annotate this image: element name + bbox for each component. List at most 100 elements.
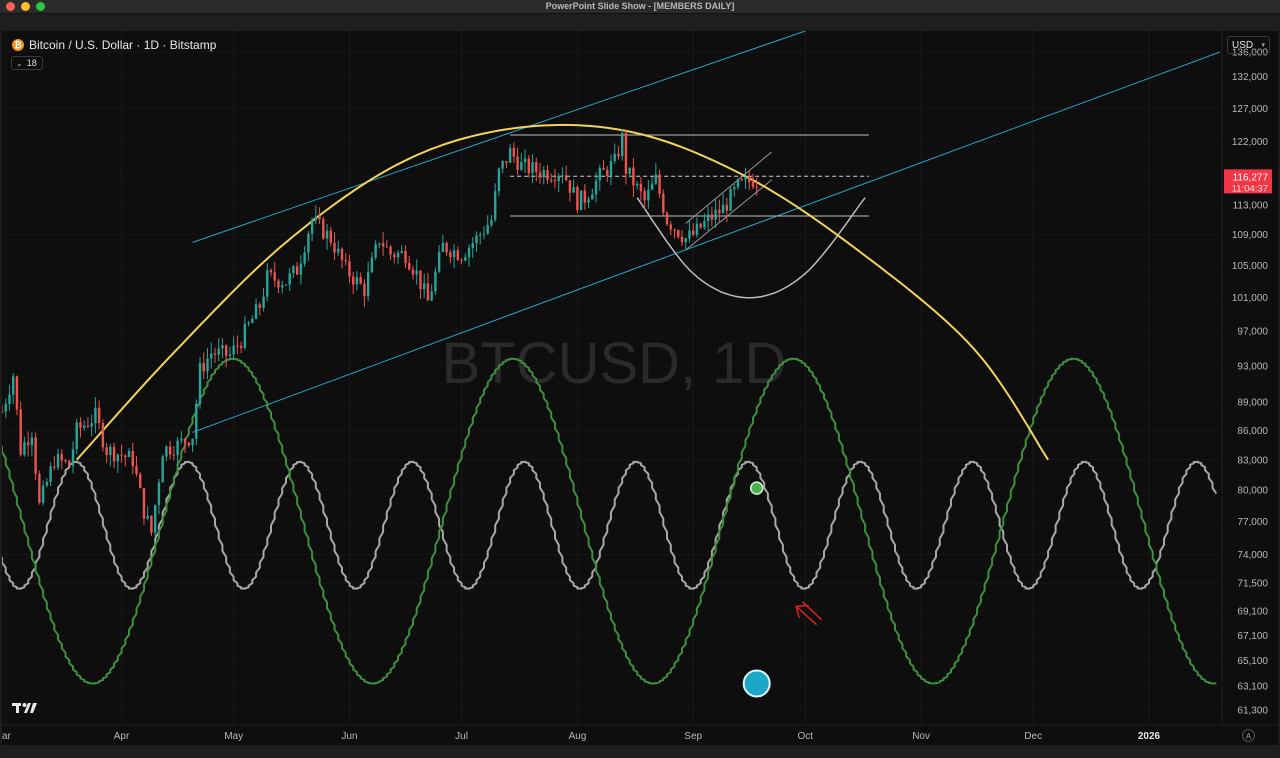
candle-body	[71, 449, 75, 466]
candle	[624, 129, 628, 185]
candle	[437, 245, 441, 274]
candle-body	[64, 460, 67, 462]
candle-body	[38, 473, 41, 503]
candle-body	[146, 515, 149, 519]
candle-body	[8, 394, 11, 404]
candle	[172, 445, 176, 461]
candle-body	[15, 376, 19, 410]
time-tick-label: Oct	[798, 731, 814, 742]
candle	[228, 346, 232, 361]
candle-body	[30, 437, 34, 446]
fullscreen-window-button[interactable]	[36, 2, 45, 11]
close-window-button[interactable]	[6, 2, 15, 11]
candle	[497, 167, 501, 197]
candle	[79, 417, 82, 438]
candle-body	[415, 270, 418, 275]
minimize-window-button[interactable]	[21, 2, 30, 11]
auto-scale-button[interactable]: A	[1242, 729, 1255, 742]
candle	[157, 478, 161, 515]
indicator-count: 18	[26, 58, 37, 68]
candle-body	[337, 248, 340, 253]
tradingview-logo-icon[interactable]	[12, 701, 38, 715]
candle	[523, 149, 527, 173]
candle-body	[419, 270, 422, 290]
price-tick-label: 127,000	[1232, 104, 1269, 115]
candle-body	[120, 454, 123, 456]
window-title: PowerPoint Slide Show - [MEMBERS DAILY]	[545, 1, 735, 11]
candle-body	[310, 219, 314, 234]
candle	[236, 335, 239, 355]
candle	[112, 442, 116, 469]
candle-body	[669, 224, 672, 230]
candle	[105, 442, 108, 464]
candle-body	[751, 182, 755, 188]
candle	[49, 462, 52, 486]
candle-body	[161, 456, 164, 483]
candle-body	[490, 219, 493, 226]
candle-body	[632, 167, 635, 186]
candle	[490, 214, 493, 228]
candle	[508, 144, 512, 164]
candle-body	[329, 230, 332, 243]
candle-body	[733, 187, 736, 190]
price-tick-label: 74,000	[1237, 550, 1268, 561]
candle-body	[718, 209, 721, 214]
candle-body	[366, 272, 370, 297]
candle	[695, 217, 699, 238]
candle-body	[127, 450, 131, 458]
candle-body	[45, 481, 49, 486]
candle	[613, 143, 616, 164]
candle	[714, 199, 717, 228]
candle	[254, 298, 258, 320]
candle-body	[97, 407, 101, 423]
candle-body	[307, 233, 310, 253]
candle-body	[740, 179, 743, 181]
candle	[751, 173, 755, 190]
price-tick-label: 136,000	[1232, 47, 1269, 58]
candle-body	[333, 242, 336, 253]
candle-body	[90, 423, 93, 427]
candle-body	[288, 273, 291, 285]
candle-body	[572, 186, 575, 193]
candle-body	[195, 403, 198, 439]
candle-body	[568, 180, 572, 193]
candle	[247, 320, 250, 327]
candle-body	[404, 250, 407, 264]
price-chart[interactable]: BTCUSD, 1D 136,000 132,000 127,000 122,000 11…	[2, 31, 1278, 745]
candle-body	[75, 422, 78, 450]
candle-body	[628, 167, 631, 174]
price-tick-label: 65,100	[1237, 656, 1268, 667]
candle	[531, 154, 534, 184]
candle-body	[381, 243, 385, 247]
candle-body	[352, 276, 355, 285]
candle	[116, 453, 120, 473]
candle	[553, 168, 557, 189]
candle-body	[467, 247, 471, 258]
candle	[258, 302, 261, 316]
candle	[45, 478, 49, 488]
candle	[550, 173, 553, 183]
candle-body	[602, 168, 605, 170]
candle-body	[706, 214, 710, 221]
candle	[153, 504, 157, 537]
candle	[277, 278, 280, 294]
time-tick-label: Apr	[114, 731, 130, 742]
mini-channel-upper	[685, 151, 772, 224]
candle	[718, 199, 721, 222]
candle	[355, 271, 359, 291]
candle-body	[213, 353, 217, 355]
candle-body	[258, 304, 261, 308]
candle	[213, 347, 217, 363]
candle	[471, 237, 474, 259]
candle-body	[49, 466, 52, 482]
currency-select[interactable]: USD ▾	[1227, 36, 1270, 54]
symbol-title[interactable]: Bitcoin / U.S. Dollar · 1D · Bitstamp	[29, 38, 217, 52]
candle	[150, 515, 153, 536]
candle	[202, 352, 205, 380]
candle	[516, 147, 519, 175]
candle-body	[269, 270, 273, 273]
candle-body	[501, 161, 504, 169]
indicator-toggle[interactable]: ⌄ 18	[11, 56, 43, 70]
chart-panel[interactable]: BTCUSD, 1D 136,000 132,000 127,000 122,000 11…	[2, 31, 1278, 745]
candle-body	[191, 438, 194, 446]
